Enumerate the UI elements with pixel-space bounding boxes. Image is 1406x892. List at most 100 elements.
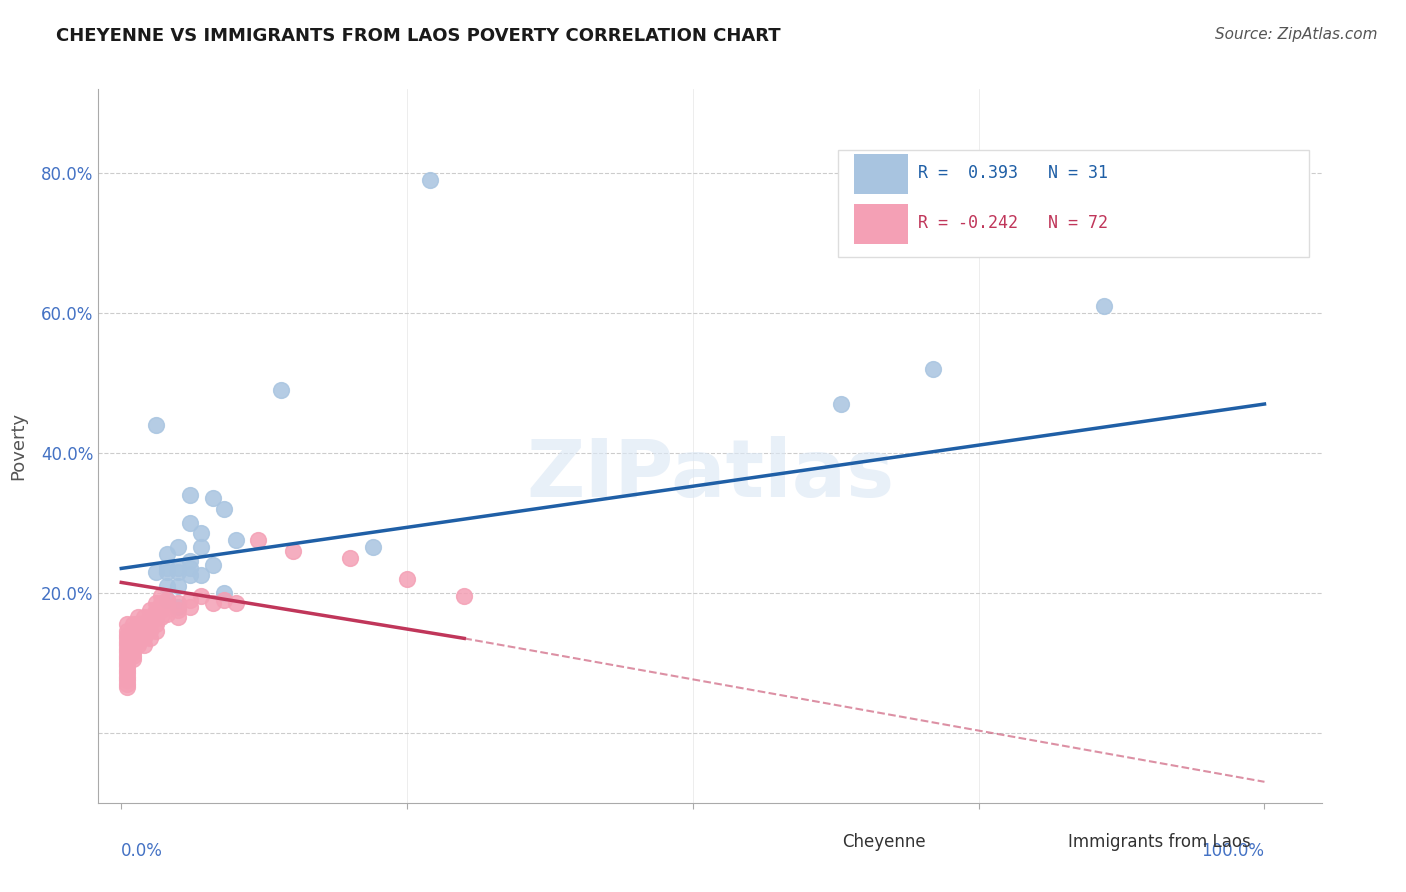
Point xyxy=(121,641,143,656)
Point xyxy=(156,607,179,621)
Text: R =  0.393   N = 31: R = 0.393 N = 31 xyxy=(918,164,1108,182)
FancyBboxPatch shape xyxy=(780,830,832,855)
Point xyxy=(225,533,247,548)
Point xyxy=(247,533,270,548)
Point xyxy=(115,666,138,681)
Point xyxy=(179,554,201,568)
Text: Immigrants from Laos: Immigrants from Laos xyxy=(1069,833,1251,851)
Point xyxy=(134,628,156,642)
Point xyxy=(156,593,179,607)
FancyBboxPatch shape xyxy=(1007,830,1059,855)
Point xyxy=(127,617,149,632)
FancyBboxPatch shape xyxy=(855,154,908,194)
FancyBboxPatch shape xyxy=(855,204,908,244)
Point xyxy=(156,593,179,607)
Point xyxy=(167,565,190,579)
Point xyxy=(127,610,149,624)
Point xyxy=(121,624,143,639)
Point xyxy=(922,362,945,376)
Point xyxy=(212,586,235,600)
Point xyxy=(156,579,179,593)
Point xyxy=(145,610,167,624)
Point xyxy=(115,635,138,649)
Point xyxy=(134,632,156,646)
Point xyxy=(150,590,173,604)
Point xyxy=(134,624,156,639)
Text: Cheyenne: Cheyenne xyxy=(842,833,925,851)
FancyBboxPatch shape xyxy=(838,150,1309,257)
Point xyxy=(156,599,179,614)
Point xyxy=(179,516,201,530)
Point xyxy=(156,565,179,579)
Point xyxy=(179,568,201,582)
Point xyxy=(419,173,441,187)
Point xyxy=(139,632,162,646)
Y-axis label: Poverty: Poverty xyxy=(10,412,27,480)
Point xyxy=(190,526,212,541)
Point xyxy=(127,632,149,646)
Point xyxy=(115,670,138,684)
Point xyxy=(167,579,190,593)
Point xyxy=(145,565,167,579)
Point xyxy=(115,617,138,632)
Point xyxy=(145,417,167,432)
Point xyxy=(167,610,190,624)
Point xyxy=(121,645,143,659)
Point xyxy=(212,593,235,607)
Point xyxy=(115,681,138,695)
Point xyxy=(139,610,162,624)
Point xyxy=(115,677,138,691)
Point xyxy=(831,397,853,411)
Point xyxy=(361,541,384,555)
Point xyxy=(167,603,190,617)
Point xyxy=(139,624,162,639)
Point xyxy=(156,561,179,575)
Point xyxy=(190,541,212,555)
Text: 0.0%: 0.0% xyxy=(121,842,163,860)
Point xyxy=(115,663,138,677)
Point xyxy=(127,639,149,653)
Point xyxy=(167,561,190,575)
Text: R = -0.242   N = 72: R = -0.242 N = 72 xyxy=(918,214,1108,232)
Point xyxy=(115,624,138,639)
Point xyxy=(134,639,156,653)
Point xyxy=(139,617,162,632)
Point xyxy=(179,488,201,502)
Point xyxy=(115,673,138,688)
Point xyxy=(127,635,149,649)
Point xyxy=(167,541,190,555)
Point xyxy=(270,383,292,397)
Point xyxy=(127,628,149,642)
Point xyxy=(396,572,419,586)
Point xyxy=(156,548,179,562)
Text: Source: ZipAtlas.com: Source: ZipAtlas.com xyxy=(1215,27,1378,42)
Point xyxy=(134,610,156,624)
Point xyxy=(121,632,143,646)
Point xyxy=(150,603,173,617)
Point xyxy=(139,603,162,617)
Point xyxy=(201,491,224,506)
Point xyxy=(115,659,138,673)
Point xyxy=(115,641,138,656)
Point xyxy=(201,558,224,572)
Point xyxy=(190,590,212,604)
Point xyxy=(145,624,167,639)
Text: 100.0%: 100.0% xyxy=(1202,842,1264,860)
Point xyxy=(1094,299,1116,313)
Point xyxy=(179,593,201,607)
Point xyxy=(225,596,247,610)
Text: CHEYENNE VS IMMIGRANTS FROM LAOS POVERTY CORRELATION CHART: CHEYENNE VS IMMIGRANTS FROM LAOS POVERTY… xyxy=(56,27,780,45)
Point xyxy=(201,596,224,610)
Point xyxy=(179,599,201,614)
Point xyxy=(121,639,143,653)
Point xyxy=(150,610,173,624)
Point xyxy=(121,635,143,649)
Point xyxy=(281,544,304,558)
Point xyxy=(339,550,361,565)
Point xyxy=(115,656,138,670)
Point xyxy=(179,561,201,575)
Point xyxy=(115,639,138,653)
Point xyxy=(115,628,138,642)
Point xyxy=(121,617,143,632)
Text: ZIPatlas: ZIPatlas xyxy=(526,435,894,514)
